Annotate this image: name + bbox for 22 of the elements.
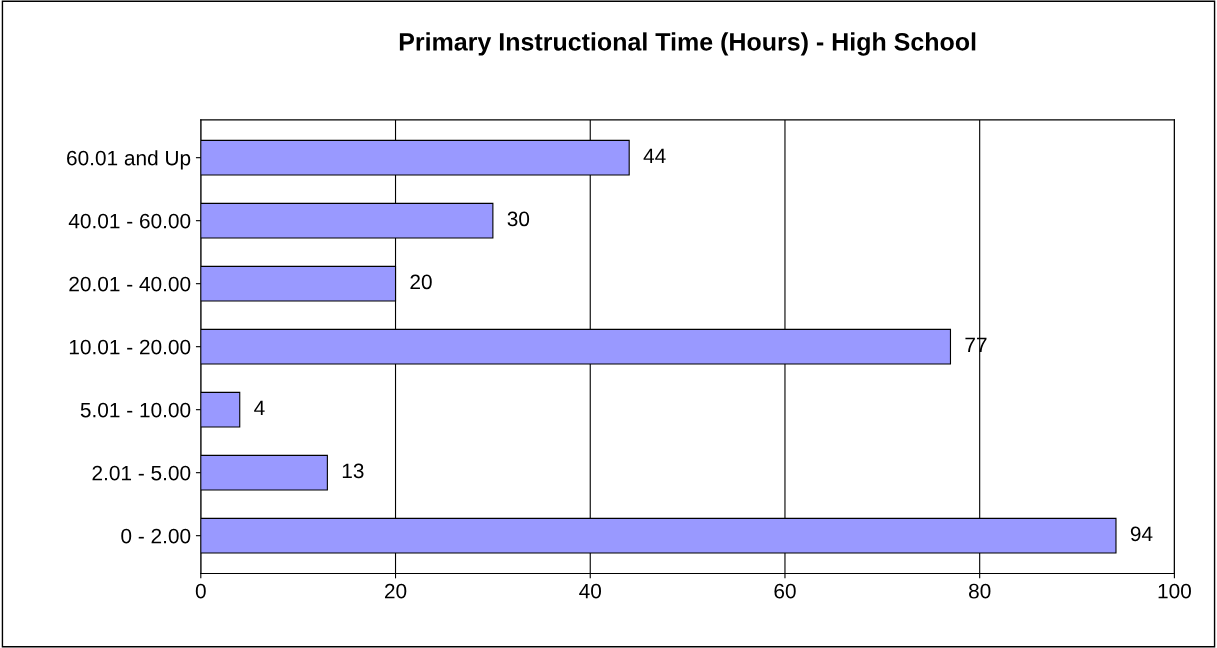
data-label: 44 bbox=[643, 148, 666, 164]
bar bbox=[200, 454, 328, 491]
x-tick-label: 40 bbox=[579, 583, 602, 599]
y-tick-label: 40.01 - 60.00 bbox=[68, 213, 191, 229]
y-tick-label: 10.01 - 20.00 bbox=[69, 339, 191, 355]
y-tick-label: 60.01 and Up bbox=[67, 150, 191, 170]
data-label: 13 bbox=[342, 463, 364, 479]
chart-title: Primary Instructional Time (Hours) - High School bbox=[399, 32, 976, 56]
bar bbox=[200, 391, 241, 428]
y-tick-label: 20.01 - 40.00 bbox=[69, 276, 191, 292]
x-tick-label: 100 bbox=[1158, 583, 1191, 599]
x-tick-label: 60 bbox=[774, 583, 796, 599]
y-tick-label: 0 - 2.00 bbox=[121, 528, 191, 544]
x-tick-label: 80 bbox=[969, 583, 991, 599]
x-tick-label: 20 bbox=[384, 583, 407, 599]
x-tick-label: 0 bbox=[195, 583, 206, 599]
data-label: 20 bbox=[410, 274, 432, 290]
y-tick-label: 5.01 - 10.00 bbox=[80, 402, 191, 418]
data-label: 30 bbox=[507, 211, 530, 227]
data-label: 94 bbox=[1130, 526, 1153, 542]
y-tick-label: 2.01 - 5.00 bbox=[92, 465, 191, 481]
data-label: 4 bbox=[254, 400, 265, 416]
